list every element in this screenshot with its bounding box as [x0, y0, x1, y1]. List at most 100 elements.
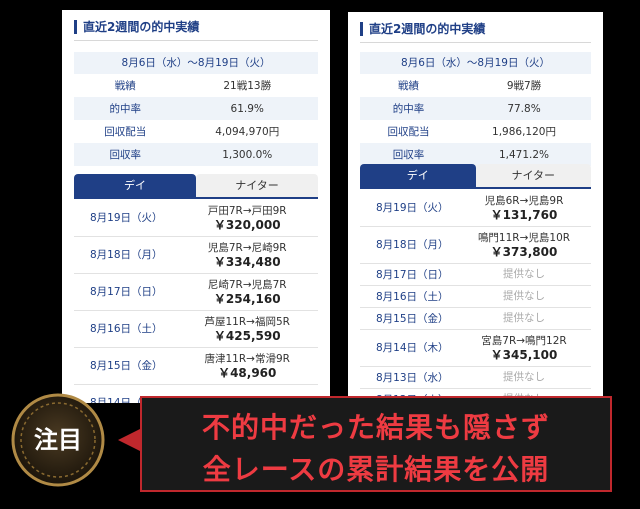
stat-row: 的中率 77.8%: [360, 97, 591, 120]
result-detail: 児島6R→児島9R ￥131,760: [457, 194, 591, 222]
result-date: 8月17日（日）: [376, 268, 449, 281]
tab[interactable]: デイ: [360, 164, 476, 187]
result-detail: 宮島7R→鳴門12R ￥345,100: [457, 334, 591, 362]
results-panel: 直近2週間の的中実績 8月6日（水）～8月19日（火） 戦績 9戦7勝的中率 77.8%…: [348, 12, 603, 397]
speech-tail: [118, 429, 140, 451]
period: 8月6日（水）～8月19日（火）: [360, 52, 591, 74]
result-detail: 唐津11R→常滑9R ￥48,960: [176, 352, 318, 380]
divider: [360, 42, 591, 43]
stat-label: 的中率: [109, 103, 141, 115]
result-row: 8月19日（火） 戸田7R→戸田9R ￥320,000: [74, 199, 318, 237]
result-detail: 提供なし: [457, 289, 591, 303]
result-race: 児島6R→児島9R: [484, 194, 564, 207]
tab-underline: [74, 197, 318, 199]
badge-text: 注目: [34, 426, 82, 454]
result-date: 8月18日（月）: [376, 239, 449, 251]
result-detail: 芦屋11R→福岡5R ￥425,590: [176, 315, 318, 343]
result-row: 8月18日（月） 児島7R→尼崎9R ￥334,480: [74, 236, 318, 274]
result-payout: ￥254,160: [213, 291, 281, 306]
tabs: デイ ナイター: [74, 174, 318, 197]
tab[interactable]: デイ: [74, 174, 196, 197]
stat-value: 1,471.2%: [498, 148, 550, 161]
result-date: 8月16日（土）: [90, 323, 163, 335]
result-payout: ￥425,590: [213, 328, 281, 343]
stat-row: 回収配当 4,094,970円: [74, 120, 318, 143]
result-race: 鳴門11R→児島10R: [477, 231, 571, 244]
result-payout: ￥48,960: [218, 365, 277, 380]
stat-label: 回収配当: [104, 126, 147, 138]
result-note: 提供なし: [503, 312, 545, 324]
results-panel: 直近2週間の的中実績 8月6日（水）～8月19日（火） 戦績 21戦13勝的中率 61.…: [62, 10, 330, 403]
result-detail: 鳴門11R→児島10R ￥373,800: [457, 231, 591, 259]
stat-label: 回収率: [392, 149, 425, 161]
panel-title: 直近2週間の的中実績: [74, 20, 199, 34]
result-note: 提供なし: [503, 371, 545, 383]
badge-circle: [11, 393, 105, 487]
stat-value: 61.9%: [230, 102, 264, 115]
stat-label: 回収配当: [387, 126, 430, 138]
stat-value: 21戦13勝: [223, 80, 272, 92]
stat-value: 77.8%: [507, 102, 541, 115]
result-date: 8月14日（木）: [376, 342, 449, 354]
result-row: 8月14日（木） 宮島7R→鳴門12R ￥345,100: [360, 329, 591, 367]
result-detail: 尼崎7R→児島7R ￥254,160: [176, 278, 318, 306]
result-date: 8月19日（火）: [90, 212, 163, 224]
stat-row: 戦績 9戦7勝: [360, 74, 591, 97]
result-date: 8月15日（金）: [376, 312, 449, 325]
stat-row: 回収配当 1,986,120円: [360, 120, 591, 143]
result-payout: ￥373,800: [490, 244, 558, 259]
result-payout: ￥345,100: [490, 347, 558, 362]
tab[interactable]: ナイター: [196, 174, 318, 197]
panel-title: 直近2週間の的中実績: [360, 22, 485, 36]
result-detail: 提供なし: [457, 392, 591, 397]
result-date: 8月18日（月）: [90, 249, 163, 261]
result-race: 児島7R→尼崎9R: [207, 241, 287, 254]
tabs: デイ ナイター: [360, 164, 591, 187]
result-payout: ￥320,000: [213, 217, 281, 232]
result-payout: ￥334,480: [213, 254, 281, 269]
result-note: 提供なし: [503, 268, 545, 280]
result-race: 尼崎7R→児島7R: [207, 278, 287, 291]
result-date: 8月17日（日）: [90, 286, 163, 298]
banner: 不的中だった結果も隠さず 全レースの累計結果を公開: [140, 396, 612, 492]
result-race: 唐津11R→常滑9R: [204, 352, 290, 365]
result-date: 8月12日（火）: [360, 392, 457, 398]
result-row: 8月17日（日） 提供なし: [360, 263, 591, 286]
tab-underline: [360, 187, 591, 189]
stat-value: 9戦7勝: [506, 80, 542, 92]
result-date: 8月13日（水）: [376, 371, 449, 384]
stat-value: 1,300.0%: [222, 148, 273, 161]
stat-label: 的中率: [392, 103, 425, 115]
result-row: 8月17日（日） 尼崎7R→児島7R ￥254,160: [74, 273, 318, 311]
tab[interactable]: ナイター: [475, 164, 591, 187]
result-detail: 提供なし: [457, 267, 591, 281]
result-note: 提供なし: [503, 290, 545, 302]
badge: 注目: [11, 393, 140, 487]
result-row: 8月18日（月） 鳴門11R→児島10R ￥373,800: [360, 226, 591, 264]
stat-row: 戦績 21戦13勝: [74, 74, 318, 97]
result-race: 宮島7R→鳴門12R: [481, 334, 567, 347]
result-race: 芦屋11R→福岡5R: [204, 315, 290, 328]
period: 8月6日（水）～8月19日（火）: [74, 52, 318, 74]
result-row: 8月12日（火）提供なし: [360, 388, 591, 397]
result-row: 8月13日（水） 提供なし: [360, 366, 591, 389]
divider: [74, 40, 318, 41]
stat-label: 戦績: [114, 80, 136, 92]
result-note: 提供なし: [457, 392, 591, 397]
banner-line: 全レースの累計結果を公開: [202, 453, 550, 486]
result-payout: ￥131,760: [490, 207, 558, 222]
result-row: 8月15日（金） 提供なし: [360, 307, 591, 330]
badge-ring: [20, 402, 96, 478]
stat-value: 4,094,970円: [215, 126, 280, 138]
result-row: 8月16日（土） 提供なし: [360, 285, 591, 308]
stat-label: 戦績: [398, 80, 419, 92]
result-race: 戸田7R→戸田9R: [207, 204, 287, 217]
result-detail: 児島7R→尼崎9R ￥334,480: [176, 241, 318, 269]
stat-row: 回収率 1,471.2%: [360, 143, 591, 166]
result-row: 8月19日（火） 児島6R→児島9R ￥131,760: [360, 189, 591, 227]
stat-row: 回収率 1,300.0%: [74, 143, 318, 166]
result-detail: 戸田7R→戸田9R ￥320,000: [176, 204, 318, 232]
result-row: 8月15日（金） 唐津11R→常滑9R ￥48,960: [74, 347, 318, 385]
result-date: 8月19日（火）: [376, 202, 449, 214]
